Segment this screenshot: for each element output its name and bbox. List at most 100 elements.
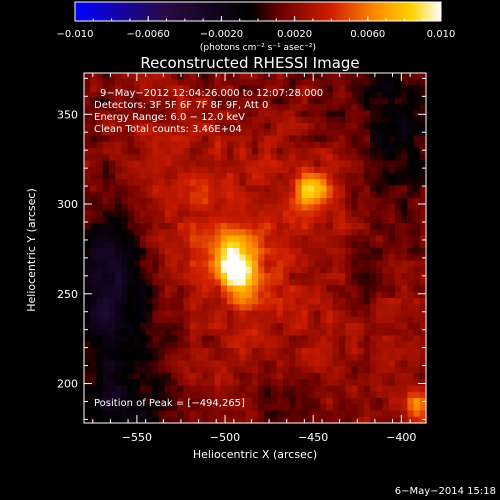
heatmap-cell	[419, 379, 427, 387]
heatmap-cell	[251, 360, 259, 368]
heatmap-cell	[314, 285, 321, 293]
heatmap-cell	[146, 316, 153, 324]
heatmap-cell	[264, 366, 272, 374]
heatmap-cell	[370, 254, 377, 262]
heatmap-cell	[152, 129, 160, 137]
heatmap-cell	[121, 260, 129, 268]
heatmap-cell	[320, 204, 328, 212]
heatmap-cell	[251, 191, 259, 199]
heatmap-cell	[208, 354, 216, 362]
heatmap-cell	[351, 73, 359, 80]
heatmap-cell	[133, 235, 141, 243]
heatmap-cell	[233, 398, 241, 405]
heatmap-cell	[171, 241, 178, 249]
heatmap-cell	[307, 79, 315, 87]
heatmap-cell	[108, 179, 116, 187]
heatmap-cell	[419, 329, 427, 337]
heatmap-cell	[338, 379, 346, 387]
heatmap-cell	[108, 379, 116, 387]
heatmap-cell	[183, 216, 191, 224]
heatmap-cell	[84, 91, 91, 99]
heatmap-cell	[394, 104, 402, 112]
heatmap-cell	[264, 416, 272, 424]
heatmap-cell	[115, 241, 122, 249]
heatmap-cell	[357, 154, 365, 162]
heatmap-cell	[220, 341, 228, 349]
heatmap-cell	[388, 279, 396, 287]
heatmap-cell	[96, 166, 104, 174]
heatmap-cell	[164, 323, 172, 330]
heatmap-cell	[351, 360, 359, 368]
heatmap-cell	[139, 373, 147, 380]
heatmap-cell	[115, 73, 122, 80]
heatmap-cell	[407, 323, 415, 330]
heatmap-cell	[177, 373, 185, 380]
heatmap-cell	[276, 129, 284, 137]
heatmap-cell	[295, 166, 303, 174]
heatmap-cell	[407, 360, 415, 368]
heatmap-cell	[376, 341, 384, 349]
heatmap-cell	[195, 116, 203, 124]
heatmap-cell	[108, 110, 116, 118]
heatmap-cell	[382, 154, 390, 162]
heatmap-cell	[115, 279, 122, 287]
heatmap-cell	[139, 160, 147, 168]
heatmap-cell	[370, 123, 377, 130]
heatmap-cell	[258, 323, 265, 330]
heatmap-cell	[208, 291, 216, 299]
heatmap-cell	[295, 398, 303, 405]
heatmap-cell	[307, 360, 315, 368]
heatmap-cell	[351, 310, 359, 318]
heatmap-cell	[264, 210, 272, 218]
heatmap-cell	[382, 266, 390, 274]
heatmap-cell	[220, 166, 228, 174]
heatmap-cell	[133, 229, 141, 237]
heatmap-cell	[382, 304, 390, 312]
heatmap-cell	[127, 385, 135, 393]
heatmap-cell	[164, 91, 172, 99]
heatmap-cell	[282, 310, 290, 318]
heatmap-cell	[227, 235, 234, 243]
heatmap-cell	[388, 116, 396, 124]
heatmap-cell	[189, 285, 197, 293]
heatmap-cell	[276, 223, 284, 230]
heatmap-cell	[338, 341, 346, 349]
heatmap-cell	[332, 229, 340, 237]
heatmap-cell	[413, 335, 421, 343]
heatmap-cell	[407, 216, 415, 224]
heatmap-cell	[146, 229, 153, 237]
heatmap-cell	[227, 316, 234, 324]
heatmap-cell	[96, 85, 104, 93]
heatmap-cell	[158, 385, 166, 393]
heatmap-cell	[139, 210, 147, 218]
heatmap-cell	[214, 291, 222, 299]
heatmap-cell	[270, 416, 278, 424]
heatmap-cell	[258, 204, 265, 212]
heatmap-cell	[326, 154, 334, 162]
annotation-detectors: Detectors: 3F 5F 6F 7F 8F 9F, Att 0	[94, 100, 268, 111]
heatmap-cell	[407, 304, 415, 312]
heatmap-cell	[102, 329, 110, 337]
heatmap-cell	[227, 254, 234, 262]
heatmap-cell	[270, 329, 278, 337]
heatmap-cell	[227, 123, 234, 130]
heatmap-cell	[301, 391, 309, 399]
heatmap-cell	[338, 248, 346, 255]
heatmap-cell	[90, 291, 98, 299]
heatmap-cell	[326, 404, 334, 412]
heatmap-cell	[183, 173, 191, 180]
heatmap-cell	[270, 291, 278, 299]
heatmap-cell	[227, 341, 234, 349]
y-tick-label: 350	[57, 108, 78, 121]
heatmap-cell	[407, 279, 415, 287]
heatmap-cell	[96, 323, 104, 330]
heatmap-cell	[84, 260, 91, 268]
heatmap-cell	[133, 104, 141, 112]
heatmap-cell	[326, 216, 334, 224]
heatmap-cell	[338, 348, 346, 355]
heatmap-cell	[357, 123, 365, 130]
heatmap-cell	[382, 279, 390, 287]
heatmap-cell	[195, 135, 203, 143]
heatmap-cell	[419, 323, 427, 330]
heatmap-cell	[90, 85, 98, 93]
